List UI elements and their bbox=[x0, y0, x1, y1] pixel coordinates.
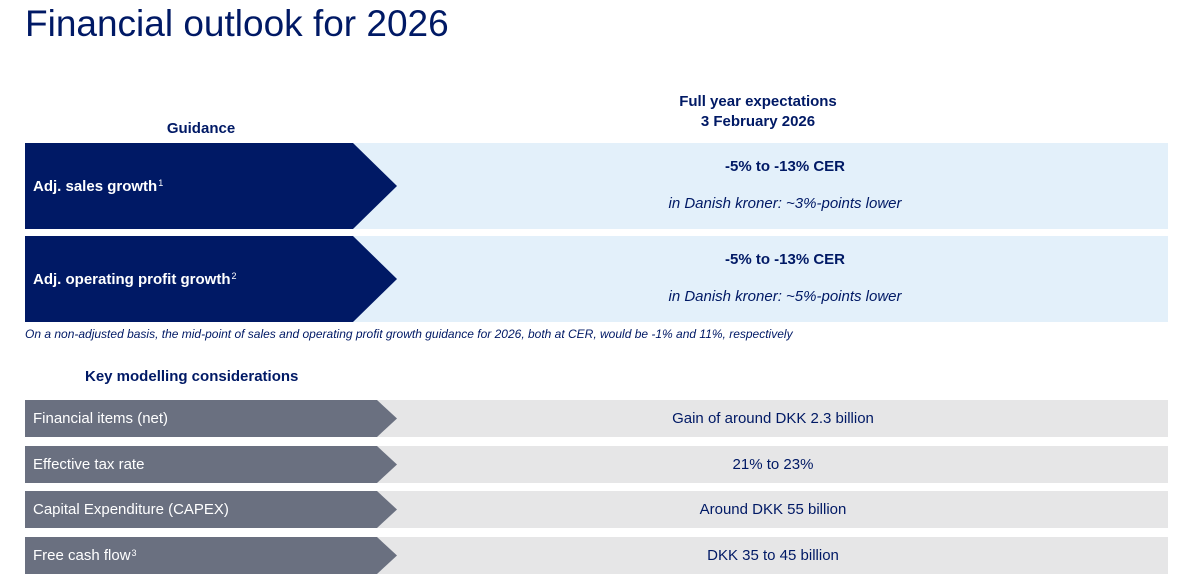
footnote-ref: 1 bbox=[158, 178, 164, 188]
modelling-label: Free cash flow 3 bbox=[33, 537, 137, 574]
modelling-label-arrow bbox=[25, 400, 397, 437]
modelling-header: Key modelling considerations bbox=[85, 368, 299, 385]
modelling-label-text: Free cash flow bbox=[33, 547, 131, 564]
modelling-label: Effective tax rate bbox=[33, 446, 144, 483]
modelling-value: Around DKK 55 billion bbox=[699, 501, 847, 518]
guidance-label-arrow bbox=[25, 236, 397, 322]
modelling-row-free-cash-flow: Free cash flow 3 DKK 35 to 45 billion bbox=[25, 537, 1168, 574]
modelling-value: 21% to 23% bbox=[732, 456, 814, 473]
guidance-header: Guidance bbox=[166, 120, 236, 137]
expectations-header-line1: Full year expectations bbox=[679, 93, 837, 110]
guidance-note: in Danish kroner: ~3%-points lower bbox=[668, 195, 902, 212]
guidance-note: in Danish kroner: ~5%-points lower bbox=[668, 288, 902, 305]
guidance-label-text: Adj. sales growth bbox=[33, 177, 158, 195]
modelling-row-capex: Capital Expenditure (CAPEX) Around DKK 5… bbox=[25, 491, 1168, 528]
modelling-label: Financial items (net) bbox=[33, 400, 168, 437]
guidance-row-sales-growth: Adj. sales growth 1 -5% to -13% CER in Da… bbox=[25, 143, 1168, 229]
guidance-label-arrow bbox=[25, 143, 397, 229]
non-adjusted-footnote: On a non-adjusted basis, the mid-point o… bbox=[25, 327, 793, 341]
modelling-label: Capital Expenditure (CAPEX) bbox=[33, 491, 229, 528]
expectations-header: Full year expectations 3 February 2026 bbox=[600, 92, 916, 132]
modelling-value: DKK 35 to 45 billion bbox=[707, 547, 839, 564]
modelling-label-arrow bbox=[25, 446, 397, 483]
modelling-label-arrow bbox=[25, 491, 397, 528]
expectations-header-line2: 3 February 2026 bbox=[700, 113, 816, 130]
footnote-ref: 2 bbox=[231, 271, 237, 281]
footnote-ref: 3 bbox=[131, 547, 137, 558]
modelling-label-text: Capital Expenditure (CAPEX) bbox=[33, 501, 229, 518]
guidance-row-operating-profit-growth: Adj. operating profit growth 2 -5% to -13… bbox=[25, 236, 1168, 322]
modelling-label-text: Effective tax rate bbox=[33, 456, 145, 473]
guidance-value: -5% to -13% CER bbox=[724, 158, 846, 175]
modelling-label-text: Financial items (net) bbox=[33, 410, 169, 427]
guidance-label: Adj. operating profit growth 2 bbox=[33, 236, 237, 322]
guidance-label-text: Adj. operating profit growth bbox=[33, 270, 231, 288]
modelling-row-financial-items: Financial items (net) Gain of around DKK… bbox=[25, 400, 1168, 437]
modelling-value: Gain of around DKK 2.3 billion bbox=[672, 410, 874, 427]
guidance-value: -5% to -13% CER bbox=[724, 251, 846, 268]
page-title: Financial outlook for 2026 bbox=[25, 3, 449, 44]
modelling-row-effective-tax-rate: Effective tax rate 21% to 23% bbox=[25, 446, 1168, 483]
modelling-label-arrow bbox=[25, 537, 397, 574]
guidance-label: Adj. sales growth 1 bbox=[33, 143, 163, 229]
